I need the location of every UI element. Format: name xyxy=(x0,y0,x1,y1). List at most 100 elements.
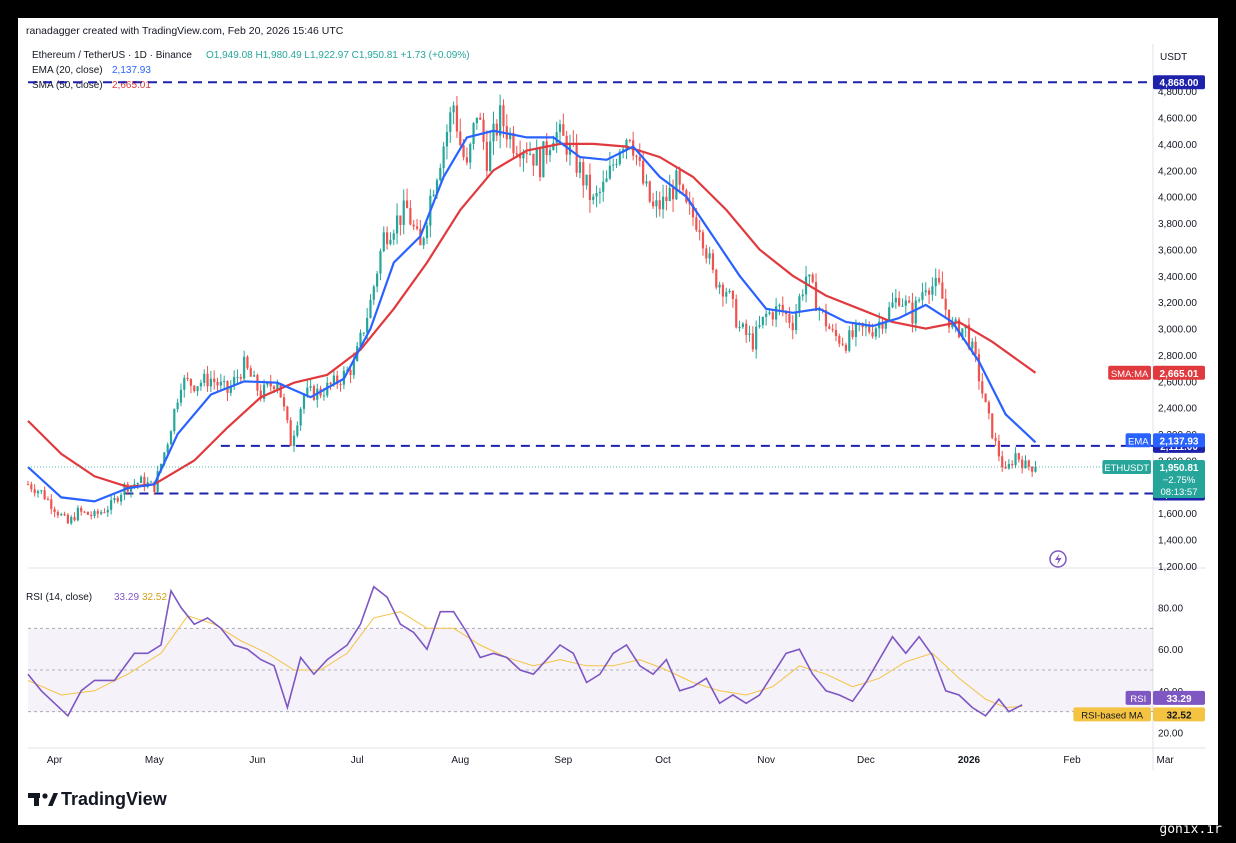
rsi-ma-price-tag-label-bg xyxy=(1073,707,1151,722)
rsi-price-tag-label: RSI xyxy=(1130,694,1146,705)
candle-body xyxy=(625,139,628,150)
candle-body xyxy=(775,306,778,320)
candle-body xyxy=(715,269,718,288)
ema-price-tag-value: 2,137.93 xyxy=(1160,436,1199,447)
candle-body xyxy=(911,302,914,324)
candle xyxy=(931,277,934,301)
candle-body xyxy=(445,131,449,147)
candle xyxy=(209,370,212,393)
price-tick-label: 4,800.00 xyxy=(1158,87,1197,98)
candle xyxy=(425,222,429,245)
candle xyxy=(489,130,492,172)
candle-body xyxy=(602,181,605,192)
candle-body xyxy=(103,512,106,514)
candle-body xyxy=(645,181,648,184)
candle xyxy=(602,170,605,202)
candle-body xyxy=(322,395,326,397)
candle-body xyxy=(43,490,46,500)
time-tick-label: Feb xyxy=(1063,755,1081,766)
candle xyxy=(578,157,582,179)
candle-body xyxy=(804,276,808,295)
candle-body xyxy=(376,273,379,287)
lightning-icon[interactable] xyxy=(1049,550,1067,568)
candle xyxy=(459,118,462,147)
candle xyxy=(761,316,764,329)
candle-body xyxy=(179,389,183,403)
candle xyxy=(874,326,877,340)
candle-body xyxy=(1001,456,1004,468)
tradingview-logo[interactable]: TradingView xyxy=(28,789,168,809)
candle xyxy=(934,268,937,296)
candle xyxy=(775,298,778,327)
candle-body xyxy=(80,507,83,512)
price-tick-label: 4,200.00 xyxy=(1158,166,1197,177)
candle-body xyxy=(582,162,585,186)
candle-body xyxy=(1017,453,1020,460)
candle xyxy=(954,317,957,333)
candle xyxy=(1021,455,1024,474)
candle-body xyxy=(658,200,661,210)
candle xyxy=(83,510,86,514)
candle xyxy=(681,183,685,193)
candle-body xyxy=(459,131,462,146)
candle-body xyxy=(595,192,598,197)
candle-body xyxy=(525,152,528,155)
candle-body xyxy=(409,208,412,225)
candle-body xyxy=(70,517,73,524)
candle xyxy=(891,292,894,309)
candle xyxy=(475,117,478,130)
candle xyxy=(203,369,206,387)
candle-body xyxy=(269,382,272,387)
symbol-text[interactable]: Ethereum / TetherUS · 1D · Binance xyxy=(32,50,192,61)
candle-body xyxy=(176,402,179,410)
candle xyxy=(991,413,994,440)
candle-body xyxy=(83,511,86,513)
time-axis[interactable]: Apr May Jun Jul Aug Sep Oct Nov Dec 2026 Feb Mar xyxy=(47,755,1175,766)
candle xyxy=(997,434,1000,462)
candle-body xyxy=(824,310,828,327)
candle-body xyxy=(691,204,695,218)
candle-body xyxy=(575,143,578,173)
candle xyxy=(312,384,316,401)
candle xyxy=(60,512,63,517)
candle xyxy=(499,94,502,149)
candle-body xyxy=(778,304,781,307)
candle xyxy=(336,370,339,389)
candle xyxy=(229,380,232,397)
candle-body xyxy=(50,499,53,509)
candle-body xyxy=(455,105,459,132)
tradingview-chart[interactable]: ranadagger created with TradingView.com,… xyxy=(18,18,1218,825)
candle-body xyxy=(392,233,395,240)
candle xyxy=(236,369,239,384)
candle-body xyxy=(918,299,921,301)
candle-body xyxy=(249,368,252,377)
candle xyxy=(409,200,412,226)
candle-body xyxy=(728,290,731,293)
candle-body xyxy=(708,253,711,259)
rsi-legend-label[interactable]: RSI (14, close) xyxy=(26,592,92,603)
candle-body xyxy=(761,316,764,326)
candle-body xyxy=(801,294,804,297)
candle-body xyxy=(977,354,981,382)
candle-body xyxy=(562,124,565,136)
ema-legend-label[interactable]: EMA (20, close) xyxy=(32,65,103,76)
candle xyxy=(755,320,758,359)
candle xyxy=(751,326,754,353)
ema-legend-value: 2,137.93 xyxy=(112,65,151,76)
sma-legend-label[interactable]: SMA (50, close) xyxy=(32,80,103,91)
candle xyxy=(243,350,246,381)
candle xyxy=(1007,459,1010,470)
time-tick-label: Jul xyxy=(351,755,364,766)
sma-50-line xyxy=(27,142,1037,489)
candle xyxy=(645,174,648,187)
candle xyxy=(143,472,146,492)
candle-body xyxy=(548,150,552,156)
candle-body xyxy=(286,406,289,421)
candle xyxy=(977,348,981,390)
candle xyxy=(93,509,96,519)
candle-body xyxy=(236,377,239,379)
candle xyxy=(947,309,951,334)
level-tag-text: 4,868.00 xyxy=(1160,78,1199,89)
candle-body xyxy=(509,132,512,140)
